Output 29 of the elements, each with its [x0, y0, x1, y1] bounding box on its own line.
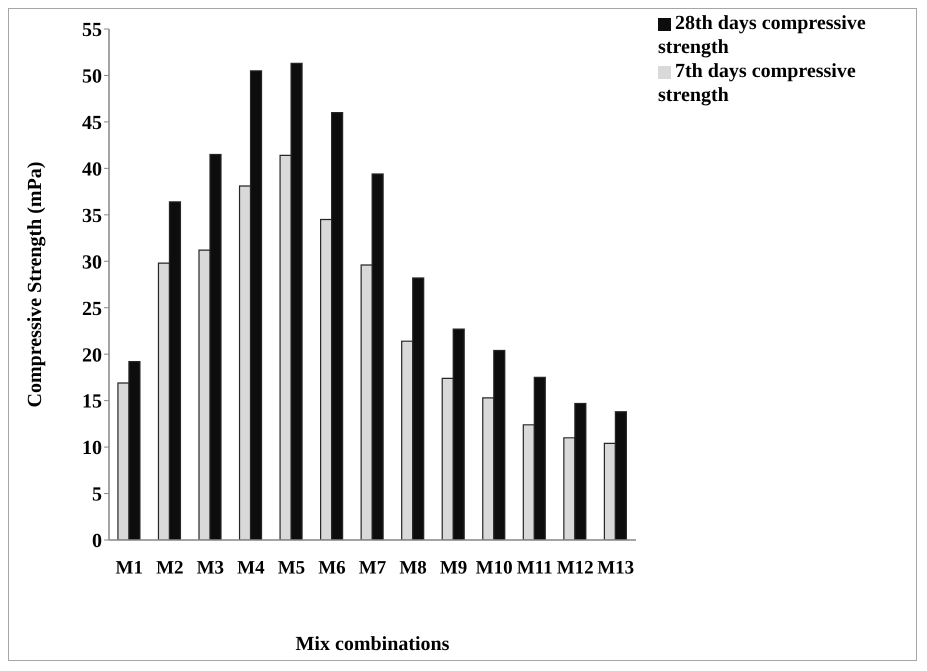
y-tick-label: 25 [82, 298, 102, 320]
x-tick-label: M12 [556, 557, 594, 578]
x-tick-label: M4 [237, 557, 266, 578]
x-tick-label: M7 [358, 557, 387, 578]
legend-label: 7th days compressive strength [658, 60, 856, 106]
y-tick-label: 0 [92, 530, 102, 552]
legend-label: 28th days compressive strength [658, 12, 866, 58]
x-tick-label: M5 [278, 557, 306, 578]
x-tick-label: M9 [440, 557, 468, 578]
y-tick-label: 55 [82, 19, 102, 42]
x-tick-label: M1 [116, 557, 143, 578]
x-axis-title: Mix combinations [296, 633, 450, 655]
x-tick-label: M2 [156, 557, 184, 578]
y-tick-label: 40 [82, 158, 102, 180]
y-tick-label: 30 [82, 251, 102, 274]
y-tick-label: 35 [82, 204, 102, 227]
y-tick-label: 50 [82, 66, 102, 88]
y-tick-label: 45 [82, 112, 102, 134]
x-tick-label: M3 [196, 557, 224, 578]
x-tick-label: M11 [516, 557, 553, 578]
x-tick-label: M10 [476, 557, 513, 578]
x-tick-label: M13 [597, 557, 634, 578]
x-tick-label: M6 [318, 557, 346, 578]
y-tick-label: 15 [82, 390, 102, 413]
y-tick-label: 5 [92, 484, 102, 506]
y-axis-title: Compressive Strength (mPa) [24, 162, 46, 408]
x-tick-label: M8 [399, 557, 427, 578]
y-tick-label: 10 [82, 437, 102, 460]
y-tick-label: 20 [82, 344, 102, 366]
